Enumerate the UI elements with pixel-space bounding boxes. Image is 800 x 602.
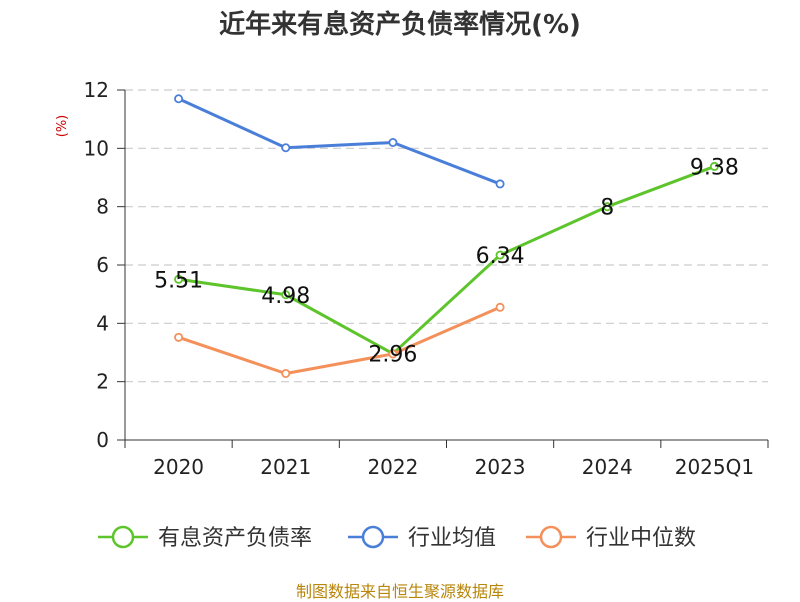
- legend-marker-0: [111, 525, 135, 549]
- legend-label-1: 行业均值: [408, 526, 496, 551]
- data-point: [495, 302, 505, 312]
- y-tick-label: 6: [96, 253, 109, 277]
- y-tick-label: 10: [84, 136, 109, 160]
- data-point: [281, 290, 291, 300]
- x-tick-label: 2023: [475, 455, 526, 479]
- data-point: [602, 202, 612, 212]
- data-point: [174, 274, 184, 284]
- legend-label-2: 行业中位数: [586, 526, 696, 551]
- y-tick-label: 12: [84, 78, 109, 102]
- chart-title: 近年来有息资产负债率情况(%): [219, 10, 581, 40]
- legend-label-0: 有息资产负债率: [158, 526, 312, 551]
- y-tick-label: 8: [96, 195, 109, 219]
- axes: 0 2 4 6 8 10 12 2020 2021 2022 2023 2024 2025Q1: [84, 78, 769, 479]
- legend-marker-2: [539, 525, 563, 549]
- grid-lines: [125, 89, 768, 383]
- legend: 有息资产负债率 行业均值 行业中位数: [98, 525, 696, 551]
- x-tick-label: 2022: [367, 455, 418, 479]
- y-tick-label: 4: [96, 311, 109, 335]
- data-point: [388, 137, 398, 147]
- data-point: [174, 332, 184, 342]
- x-tick-label: 2021: [260, 455, 311, 479]
- data-label: 9.38: [690, 155, 739, 180]
- legend-marker-1: [361, 525, 385, 549]
- x-tick-label: 2020: [153, 455, 204, 479]
- data-labels: 5.51 4.98 2.96 6.34 8 9.38: [154, 155, 739, 367]
- data-point: [388, 349, 398, 359]
- series-line-2: [178, 305, 501, 375]
- data-point: [281, 368, 291, 378]
- x-tick-label: 2025Q1: [675, 455, 754, 479]
- data-label: 6.34: [476, 244, 525, 269]
- series-group: [174, 94, 719, 378]
- data-label: 2.96: [368, 343, 417, 368]
- data-point: [174, 94, 184, 104]
- data-label: 8: [600, 196, 614, 221]
- data-point: [495, 250, 505, 260]
- y-tick-label: 2: [96, 370, 109, 394]
- data-label: 5.51: [154, 268, 203, 293]
- series-line-0: [178, 165, 715, 356]
- y-axis-label: (%): [55, 115, 70, 138]
- data-point: [281, 143, 291, 153]
- data-label: 4.98: [261, 284, 310, 309]
- data-point: [495, 179, 505, 189]
- data-point: [709, 161, 719, 171]
- series-line-1: [177, 97, 501, 186]
- x-tick-label: 2024: [582, 455, 633, 479]
- y-tick-label: 0: [96, 428, 109, 452]
- source-note: 制图数据来自恒生聚源数据库: [295, 582, 504, 601]
